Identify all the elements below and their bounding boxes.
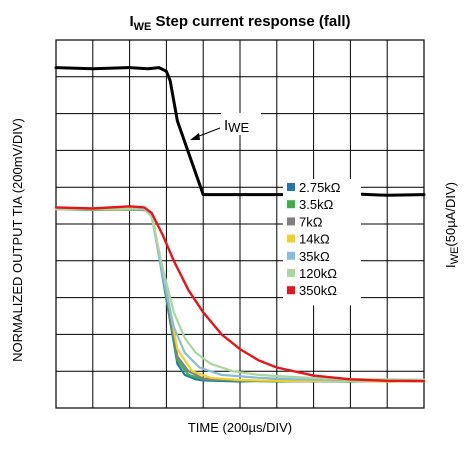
legend-swatch [287, 251, 295, 260]
chart-title: IWE Step current response (fall) [129, 13, 350, 33]
legend-swatch [287, 234, 295, 243]
legend-label: 14kΩ [299, 232, 330, 247]
legend-label: 35kΩ [299, 249, 330, 264]
x-axis-label: TIME (200µs/DIV) [188, 420, 292, 435]
legend-label: 7kΩ [299, 214, 323, 229]
y-right-main: I [443, 264, 458, 268]
legend-swatch [287, 217, 295, 226]
plot-frame [55, 39, 425, 409]
chart-title-sub: WE [134, 21, 152, 33]
legend-swatch [287, 200, 295, 209]
y-axis-label-left: NORMALIZED OUTPUT TIA (200mV/DIV) [10, 118, 25, 362]
annotation-arrow-head [190, 133, 200, 140]
legend-swatch [287, 183, 295, 191]
chart-title-main: I [129, 13, 133, 30]
legend-bg [283, 179, 361, 306]
iwe-annotation: IWE [190, 113, 261, 140]
legend: 2.75kΩ 3.5kΩ 7kΩ 14kΩ 35kΩ 120kΩ 350kΩ [283, 179, 361, 306]
legend-swatch [287, 269, 295, 277]
legend-label: 350kΩ [299, 283, 337, 298]
series-layer [54, 66, 426, 383]
series-line-350k [54, 205, 426, 383]
series-line-120k [54, 207, 426, 381]
chart-title-rest: Step current response (fall) [151, 13, 350, 30]
legend-label: 2.75kΩ [299, 180, 341, 195]
grid [55, 39, 425, 409]
legend-label: 3.5kΩ [299, 197, 334, 212]
annotation-label-bg [221, 113, 261, 135]
y-right-rest: (50µA/DIV) [443, 182, 458, 247]
y-right-sub: WE [449, 247, 461, 265]
y-axis-label-right: IWE(50µA/DIV) [443, 182, 461, 268]
legend-label: 120kΩ [299, 266, 337, 281]
legend-swatch [287, 286, 295, 295]
annotation-sub: WE [228, 120, 249, 135]
annotation-main: I [224, 117, 228, 134]
annotation-label: IWE [224, 117, 249, 135]
